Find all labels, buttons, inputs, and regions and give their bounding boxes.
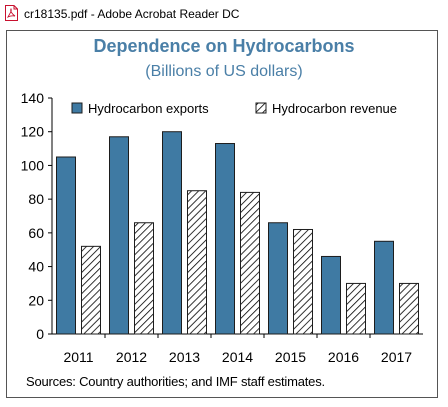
bar-hydrocarbon-revenue [346, 282, 366, 335]
bar-hydrocarbon-exports [109, 136, 129, 335]
bar-hydrocarbon-exports [268, 222, 288, 335]
y-tick-label: 140 [21, 90, 45, 106]
bar-hydrocarbon-exports [321, 255, 341, 335]
legend-label-revenue: Hydrocarbon revenue [272, 101, 397, 116]
x-tick-label: 2016 [328, 349, 359, 365]
y-tick-label: 100 [21, 157, 45, 173]
bar-hydrocarbon-revenue [240, 191, 260, 335]
bar-hydrocarbon-revenue [134, 222, 154, 335]
y-tick-label: 120 [21, 124, 45, 140]
x-tick-label: 2015 [275, 349, 306, 365]
y-tick-label: 60 [28, 225, 44, 241]
x-tick-label: 2012 [116, 349, 147, 365]
legend-label-exports: Hydrocarbon exports [88, 101, 209, 116]
chart-subtitle: (Billions of US dollars) [145, 63, 303, 80]
x-tick-label: 2017 [381, 349, 412, 365]
bar-hydrocarbon-exports [374, 240, 394, 335]
bar-hydrocarbon-revenue [399, 282, 419, 335]
bar-hydrocarbon-revenue [293, 228, 313, 335]
legend-swatch-revenue [255, 102, 267, 114]
legend-swatch-exports [71, 102, 83, 114]
window-titlebar: cr18135.pdf - Adobe Acrobat Reader DC [0, 0, 448, 28]
y-tick-label: 80 [28, 191, 44, 207]
source-note: Sources: Country authorities; and IMF st… [26, 374, 325, 389]
x-tick-label: 2011 [63, 349, 93, 365]
chart-title: Dependence on Hydrocarbons [93, 36, 355, 56]
x-tick-label: 2013 [169, 349, 200, 365]
y-tick-label: 0 [36, 326, 44, 342]
bar-hydrocarbon-exports [162, 131, 182, 335]
bar-hydrocarbon-revenue [187, 190, 207, 335]
bar-hydrocarbon-exports [56, 156, 76, 335]
pdf-file-icon [5, 5, 18, 21]
window-title: cr18135.pdf - Adobe Acrobat Reader DC [24, 7, 240, 21]
bar-hydrocarbon-revenue [81, 245, 101, 335]
y-tick-label: 20 [28, 292, 44, 308]
x-tick-label: 2014 [222, 349, 253, 365]
y-tick-label: 40 [28, 259, 44, 275]
bar-hydrocarbon-exports [215, 143, 235, 335]
